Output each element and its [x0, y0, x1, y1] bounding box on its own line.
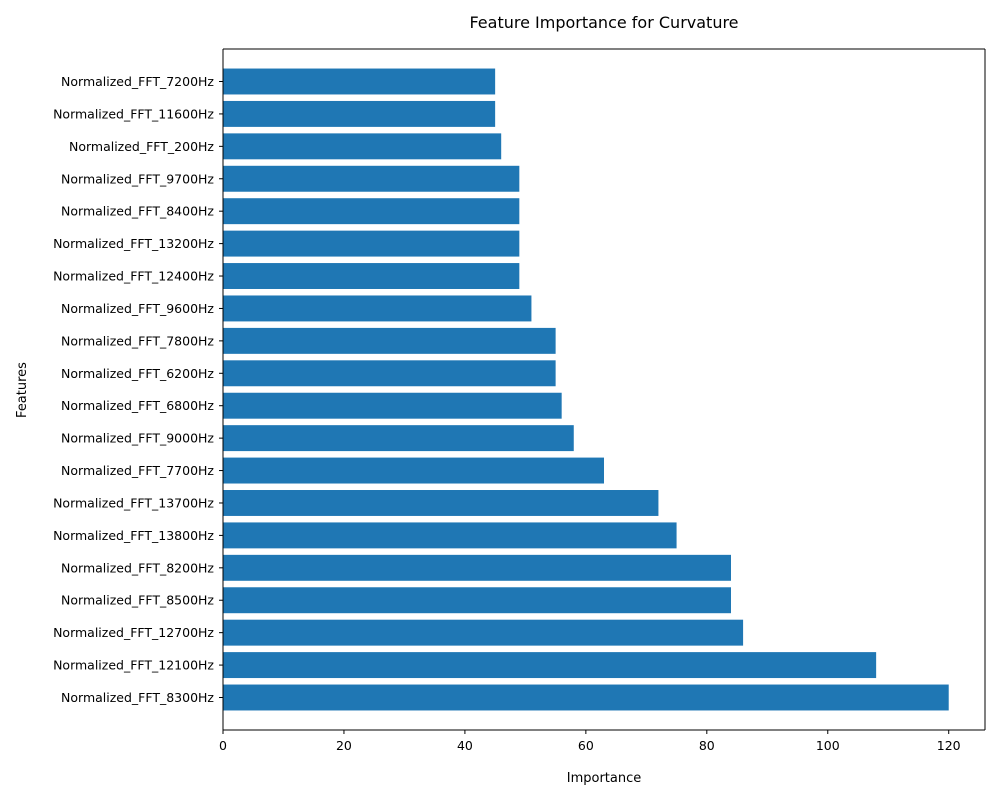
bar	[223, 327, 556, 354]
y-tick-label: Normalized_FFT_13200Hz	[53, 236, 214, 251]
x-tick-label: 80	[699, 738, 715, 753]
bar	[223, 68, 496, 95]
y-tick-label: Normalized_FFT_12100Hz	[53, 658, 214, 673]
bar	[223, 684, 949, 711]
x-ticks: 0 20 40 60 80 100 120	[219, 730, 961, 753]
bar	[223, 360, 556, 387]
bar	[223, 652, 877, 679]
bar	[223, 295, 532, 322]
x-tick-label: 120	[937, 738, 961, 753]
y-tick-label: Normalized_FFT_8200Hz	[61, 560, 214, 575]
bar	[223, 100, 496, 127]
y-tick-label: Normalized_FFT_7800Hz	[61, 333, 214, 348]
y-tick-label: Normalized_FFT_9600Hz	[61, 301, 214, 316]
bar	[223, 490, 659, 516]
x-axis-label: Importance	[567, 771, 642, 786]
bar	[223, 587, 731, 614]
bar	[223, 165, 520, 192]
x-tick-label: 40	[457, 738, 473, 753]
x-tick-label: 0	[219, 738, 227, 753]
y-ticks: Normalized_FFT_8300Hz Normalized_FFT_1210…	[53, 74, 223, 705]
y-tick-label: Normalized_FFT_13700Hz	[53, 495, 214, 510]
y-tick-label: Normalized_FFT_12700Hz	[53, 625, 214, 640]
y-tick-label: Normalized_FFT_7700Hz	[61, 463, 214, 478]
y-tick-label: Normalized_FFT_8300Hz	[61, 690, 214, 705]
axes-layer	[222, 48, 986, 731]
x-tick-label: 20	[336, 738, 352, 753]
bars-layer	[223, 68, 949, 711]
bar	[223, 554, 731, 581]
y-tick-label: Normalized_FFT_9000Hz	[61, 431, 214, 446]
bar	[223, 133, 502, 160]
bar	[223, 457, 604, 484]
bar	[223, 392, 562, 419]
y-tick-label: Normalized_FFT_7200Hz	[61, 74, 214, 89]
bar	[223, 263, 520, 289]
bar	[223, 230, 520, 257]
bar	[223, 198, 520, 225]
y-tick-label: Normalized_FFT_6800Hz	[61, 398, 214, 413]
y-tick-label: Normalized_FFT_13800Hz	[53, 528, 214, 543]
bar	[223, 522, 677, 549]
y-tick-label: Normalized_FFT_12400Hz	[53, 269, 214, 284]
bar	[223, 619, 744, 646]
x-tick-label: 60	[578, 738, 594, 753]
y-tick-label: Normalized_FFT_8500Hz	[61, 593, 214, 608]
y-tick-label: Normalized_FFT_200Hz	[69, 139, 214, 154]
x-tick-label: 100	[816, 738, 840, 753]
y-tick-label: Normalized_FFT_8400Hz	[61, 204, 214, 219]
y-tick-label: Normalized_FFT_11600Hz	[53, 106, 214, 121]
y-tick-label: Normalized_FFT_6200Hz	[61, 366, 214, 381]
y-axis-label: Features	[15, 362, 30, 418]
y-tick-label: Normalized_FFT_9700Hz	[61, 171, 214, 186]
bar	[223, 425, 574, 452]
chart-title: Feature Importance for Curvature	[469, 13, 738, 32]
